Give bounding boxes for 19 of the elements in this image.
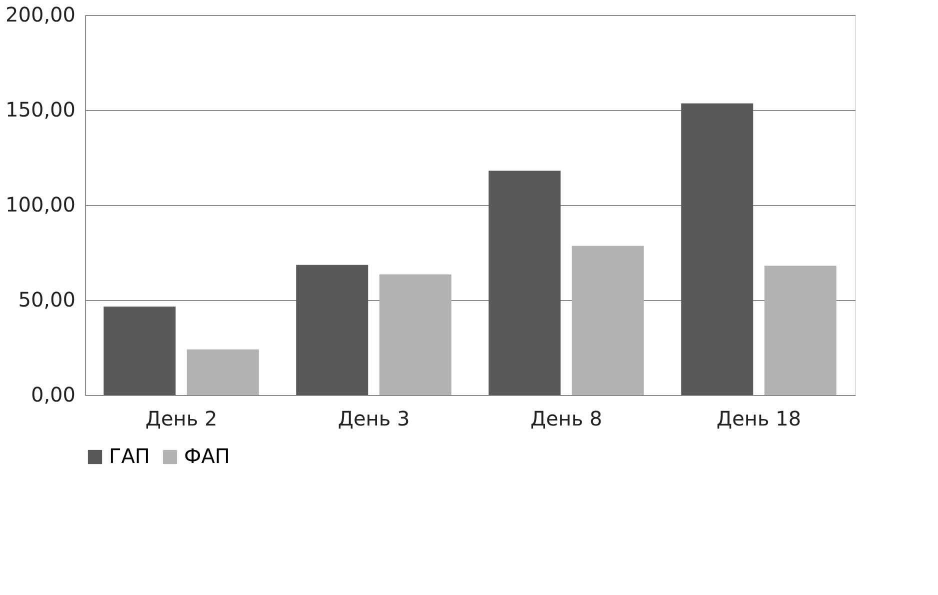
bar: [104, 306, 176, 395]
bar: [764, 266, 836, 395]
legend-label: ФАП: [184, 444, 230, 468]
y-tick-label: 150,00: [6, 98, 76, 122]
bar: [186, 349, 259, 395]
y-tick-label: 0,00: [30, 382, 76, 406]
y-tick-label: 100,00: [6, 192, 76, 216]
bar: [296, 264, 368, 395]
bar: [488, 170, 561, 395]
y-tick-label: 50,00: [18, 288, 76, 312]
legend-label: ГАП: [109, 444, 150, 468]
x-tick-label: День 8: [530, 406, 602, 430]
bar: [572, 246, 644, 395]
x-tick-label: День 18: [716, 406, 802, 430]
x-tick-label: День 3: [338, 406, 410, 430]
y-tick-label: 200,00: [6, 2, 76, 26]
x-tick-label: День 2: [145, 406, 218, 430]
bar: [379, 274, 452, 395]
bar: [681, 103, 754, 395]
